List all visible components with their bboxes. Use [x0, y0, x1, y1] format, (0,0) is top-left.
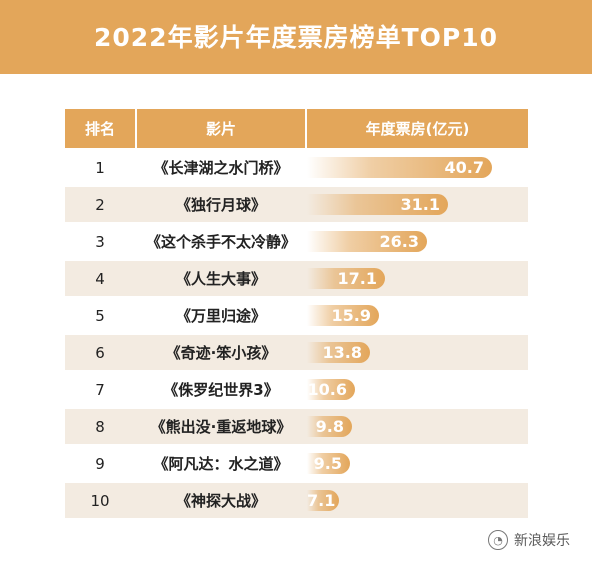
box-office-value-label: 40.7: [444, 158, 484, 177]
box-office-value-label: 15.9: [331, 306, 371, 325]
table-row: 5 《万里归途》 15.9: [65, 298, 528, 333]
box-office-bar: [307, 194, 448, 215]
box-office-value-label: 31.1: [400, 195, 440, 214]
box-office-bar: [307, 268, 385, 289]
film-title-cell: 《长津湖之水门桥》: [153, 159, 289, 177]
header-film: 影片: [137, 109, 305, 148]
box-office-bar: [307, 490, 339, 511]
box-office-cell: 17.1: [307, 261, 528, 296]
table-row: 6 《奇迹·笨小孩》 13.8: [65, 335, 528, 370]
film-title-cell: 《奇迹·笨小孩》: [165, 344, 277, 362]
page-title: 2022年影片年度票房榜单TOP10: [94, 23, 498, 52]
box-office-cell: 13.8: [307, 335, 528, 370]
box-office-value-label: 26.3: [379, 232, 419, 251]
box-office-value-label: 9.5: [313, 454, 342, 473]
box-office-cell: 40.7: [307, 150, 528, 185]
film-title-cell: 《侏罗纪世界3》: [163, 381, 279, 399]
table-row: 1 《长津湖之水门桥》 40.7: [65, 150, 528, 185]
box-office-bar: [307, 379, 355, 400]
rank-cell: 4: [95, 269, 105, 288]
box-office-value-label: 7.1: [307, 491, 336, 510]
film-title-cell: 《熊出没·重返地球》: [150, 418, 292, 436]
rank-cell: 8: [95, 417, 105, 436]
box-office-cell: 10.6: [307, 372, 528, 407]
table-body: 1 《长津湖之水门桥》 40.7 2 《独行月球》 31.1 3 《这个杀手不太冷静》 26.3…: [65, 150, 528, 518]
box-office-table: 排名 影片 年度票房(亿元) 1 《长津湖之水门桥》 40.7 2 《独行月球》 31.1…: [65, 109, 528, 518]
box-office-bar: [307, 342, 370, 363]
box-office-bar: [307, 453, 350, 474]
rank-cell: 10: [90, 491, 110, 510]
rank-cell: 9: [95, 454, 105, 473]
rank-cell: 7: [95, 380, 105, 399]
box-office-value-label: 10.6: [307, 380, 347, 399]
film-title-cell: 《神探大战》: [175, 492, 266, 510]
box-office-cell: 9.5: [307, 446, 528, 481]
film-title-cell: 《万里归途》: [175, 307, 266, 325]
rank-cell: 6: [95, 343, 105, 362]
header-box-office: 年度票房(亿元): [307, 109, 528, 148]
watermark: ◔ 新浪娱乐: [488, 530, 570, 550]
box-office-cell: 26.3: [307, 224, 528, 259]
box-office-cell: 31.1: [307, 187, 528, 222]
table-row: 9 《阿凡达：水之道》 9.5: [65, 446, 528, 481]
box-office-cell: 15.9: [307, 298, 528, 333]
watermark-text: 新浪娱乐: [514, 533, 570, 549]
film-title-cell: 《人生大事》: [175, 270, 266, 288]
header-rank: 排名: [65, 109, 135, 148]
box-office-cell: 7.1: [307, 483, 528, 518]
rank-cell: 1: [95, 158, 105, 177]
box-office-bar: [307, 305, 379, 326]
box-office-value-label: 17.1: [337, 269, 377, 288]
box-office-cell: 9.8: [307, 409, 528, 444]
title-banner: 2022年影片年度票房榜单TOP10: [0, 0, 592, 74]
weibo-icon: ◔: [488, 530, 508, 550]
box-office-bar: [307, 416, 352, 437]
table-row: 2 《独行月球》 31.1: [65, 187, 528, 222]
table-row: 7 《侏罗纪世界3》 10.6: [65, 372, 528, 407]
box-office-bar: [307, 157, 492, 178]
film-title-cell: 《阿凡达：水之道》: [153, 455, 289, 473]
film-title-cell: 《独行月球》: [175, 196, 266, 214]
film-title-cell: 《这个杀手不太冷静》: [145, 233, 296, 251]
table-row: 10 《神探大战》 7.1: [65, 483, 528, 518]
box-office-value-label: 13.8: [322, 343, 362, 362]
box-office-bar: [307, 231, 427, 252]
table-row: 4 《人生大事》 17.1: [65, 261, 528, 296]
table-row: 8 《熊出没·重返地球》 9.8: [65, 409, 528, 444]
rank-cell: 3: [95, 232, 105, 251]
rank-cell: 2: [95, 195, 105, 214]
table-row: 3 《这个杀手不太冷静》 26.3: [65, 224, 528, 259]
rank-cell: 5: [95, 306, 105, 325]
table-header-row: 排名 影片 年度票房(亿元): [65, 109, 528, 148]
box-office-value-label: 9.8: [315, 417, 344, 436]
